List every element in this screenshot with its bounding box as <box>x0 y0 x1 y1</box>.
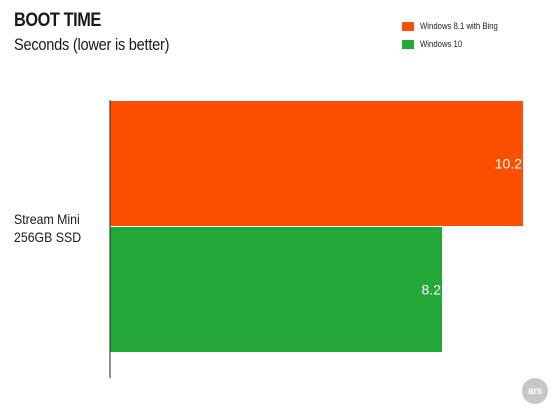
bar-windows-8-1 <box>110 101 523 226</box>
category-label-line-1: Stream Mini <box>14 211 80 227</box>
legend-label-windows-10: Windows 10 <box>420 39 463 49</box>
legend-label-windows-8-1: Windows 8.1 with Bing <box>420 21 498 31</box>
legend: Windows 8.1 with Bing Windows 10 <box>402 17 511 53</box>
chart-title: BOOT TIME <box>14 10 101 31</box>
legend-item-windows-8-1: Windows 8.1 with Bing <box>402 17 511 35</box>
bar-label-windows-8-1: 10.2 <box>495 156 522 172</box>
bar-windows-10 <box>110 227 443 352</box>
category-label-line-2: 256GB SSD <box>14 229 82 245</box>
ars-logo: ars <box>522 378 548 404</box>
bar-label-windows-10: 8.2 <box>422 282 442 298</box>
category-label: Stream Mini 256GB SSD <box>14 210 81 246</box>
legend-item-windows-10: Windows 10 <box>402 35 511 53</box>
legend-swatch-windows-8-1 <box>402 21 414 31</box>
chart-subtitle: Seconds (lower is better) <box>14 35 170 54</box>
legend-swatch-windows-10 <box>402 39 414 49</box>
